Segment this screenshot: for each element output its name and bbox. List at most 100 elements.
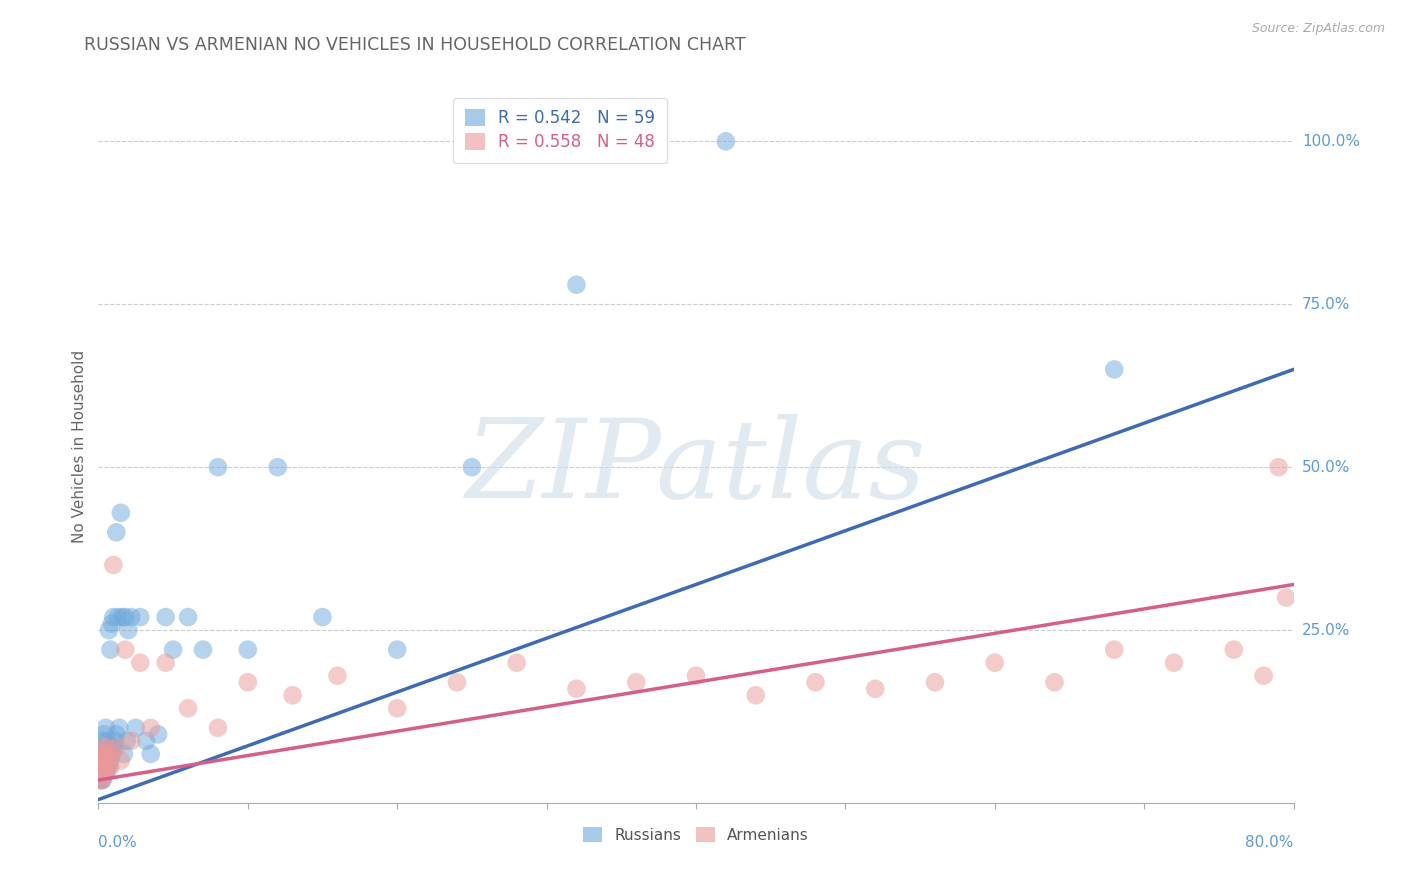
Point — [105, 740, 128, 755]
Text: 100.0%: 100.0% — [1302, 134, 1360, 149]
Point — [98, 642, 122, 657]
Point — [191, 642, 214, 657]
Point — [1275, 591, 1298, 605]
Point — [104, 734, 127, 748]
Point — [96, 760, 118, 774]
Point — [93, 766, 115, 780]
Point — [103, 740, 125, 755]
Point — [446, 675, 468, 690]
Point — [626, 675, 648, 690]
Point — [91, 754, 114, 768]
Point — [177, 610, 200, 624]
Point — [90, 760, 112, 774]
Point — [148, 727, 170, 741]
Point — [120, 610, 142, 624]
Point — [96, 734, 118, 748]
Point — [135, 734, 157, 748]
Point — [326, 669, 349, 683]
Point — [139, 747, 162, 761]
Point — [96, 747, 118, 761]
Text: RUSSIAN VS ARMENIAN NO VEHICLES IN HOUSEHOLD CORRELATION CHART: RUSSIAN VS ARMENIAN NO VEHICLES IN HOUSE… — [84, 36, 747, 54]
Point — [1104, 642, 1126, 657]
Point — [112, 747, 135, 761]
Point — [97, 740, 120, 755]
Point — [685, 669, 707, 683]
Point — [103, 610, 125, 624]
Point — [90, 740, 112, 755]
Point — [91, 734, 114, 748]
Point — [90, 772, 112, 787]
Point — [110, 754, 132, 768]
Point — [114, 610, 136, 624]
Point — [385, 701, 409, 715]
Point — [207, 460, 229, 475]
Point — [129, 610, 152, 624]
Point — [97, 623, 120, 637]
Point — [94, 766, 117, 780]
Point — [311, 610, 333, 624]
Point — [94, 747, 117, 761]
Point — [90, 754, 112, 768]
Point — [385, 642, 409, 657]
Point — [120, 734, 142, 748]
Text: Source: ZipAtlas.com: Source: ZipAtlas.com — [1251, 22, 1385, 36]
Point — [101, 747, 124, 761]
Point — [96, 760, 118, 774]
Point — [93, 766, 115, 780]
Point — [89, 754, 111, 768]
Point — [139, 721, 162, 735]
Point — [93, 727, 115, 741]
Point — [97, 754, 120, 768]
Text: 0.0%: 0.0% — [98, 835, 138, 850]
Point — [91, 766, 114, 780]
Point — [117, 623, 139, 637]
Point — [94, 747, 117, 761]
Point — [865, 681, 887, 696]
Point — [236, 642, 259, 657]
Point — [105, 525, 128, 540]
Text: 80.0%: 80.0% — [1246, 835, 1294, 850]
Point — [107, 610, 129, 624]
Point — [98, 754, 122, 768]
Point — [91, 766, 114, 780]
Point — [115, 734, 138, 748]
Point — [114, 642, 136, 657]
Point — [984, 656, 1007, 670]
Point — [281, 688, 304, 702]
Text: ZIPatlas: ZIPatlas — [465, 414, 927, 521]
Point — [89, 772, 111, 787]
Y-axis label: No Vehicles in Household: No Vehicles in Household — [72, 350, 87, 542]
Point — [804, 675, 827, 690]
Point — [745, 688, 768, 702]
Point — [155, 610, 177, 624]
Point — [162, 642, 184, 657]
Text: 50.0%: 50.0% — [1302, 459, 1350, 475]
Point — [565, 681, 588, 696]
Point — [1253, 669, 1275, 683]
Point — [94, 766, 117, 780]
Point — [565, 277, 588, 292]
Point — [129, 656, 152, 670]
Point — [90, 772, 112, 787]
Point — [1267, 460, 1289, 475]
Legend: Russians, Armenians: Russians, Armenians — [578, 821, 814, 848]
Point — [101, 616, 124, 631]
Point — [103, 558, 125, 572]
Point — [97, 760, 120, 774]
Point — [96, 740, 118, 755]
Text: 75.0%: 75.0% — [1302, 297, 1350, 312]
Point — [236, 675, 259, 690]
Point — [111, 610, 134, 624]
Point — [93, 754, 115, 768]
Point — [108, 721, 131, 735]
Point — [105, 727, 128, 741]
Point — [1163, 656, 1185, 670]
Point — [101, 747, 124, 761]
Point — [506, 656, 529, 670]
Point — [98, 760, 122, 774]
Point — [90, 747, 112, 761]
Point — [93, 754, 115, 768]
Point — [125, 721, 148, 735]
Point — [177, 701, 200, 715]
Point — [91, 754, 114, 768]
